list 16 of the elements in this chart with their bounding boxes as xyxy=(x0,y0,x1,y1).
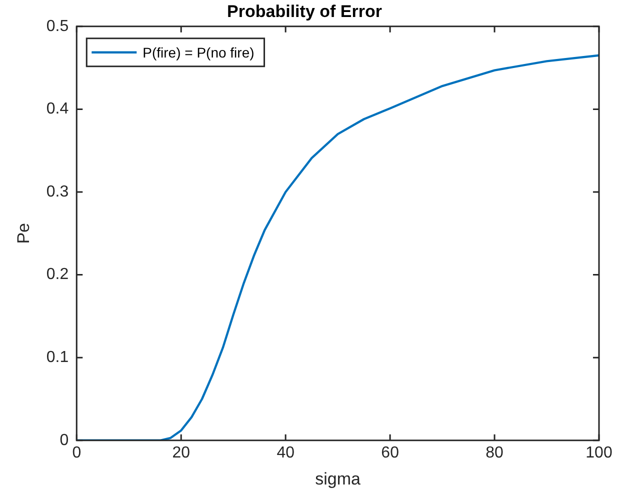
y-tick-label: 0.3 xyxy=(46,183,69,200)
x-axis-title: sigma xyxy=(315,469,362,488)
legend-label: P(fire) = P(no fire) xyxy=(142,44,254,60)
chart-title: Probability of Error xyxy=(227,2,382,21)
x-tick-label: 80 xyxy=(486,444,504,462)
y-axis-title: Pe xyxy=(14,223,33,244)
x-tick-label: 100 xyxy=(586,444,612,462)
x-tick-label: 40 xyxy=(276,444,295,462)
x-tick-label: 60 xyxy=(381,444,400,462)
y-tick-label: 0.2 xyxy=(46,266,69,284)
x-tick-label: 0 xyxy=(72,444,82,462)
y-tick-label: 0.1 xyxy=(46,349,69,366)
y-tick-label: 0 xyxy=(60,432,69,449)
y-tick-label: 0.4 xyxy=(46,100,69,118)
y-tick-label: 0.5 xyxy=(46,18,69,35)
x-tick-label: 20 xyxy=(172,444,190,462)
